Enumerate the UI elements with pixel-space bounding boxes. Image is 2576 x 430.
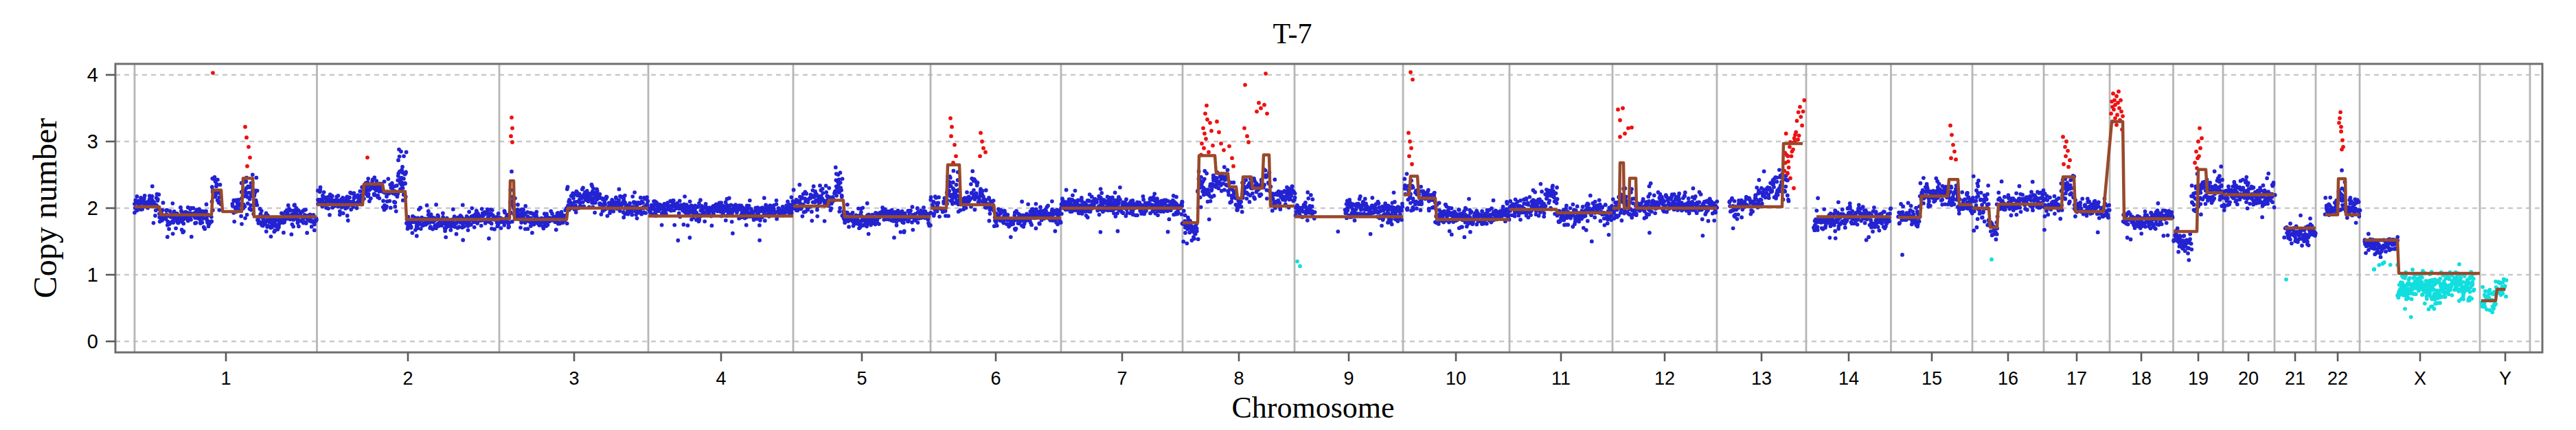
svg-text:20: 20 bbox=[2238, 368, 2259, 389]
svg-text:Copy number: Copy number bbox=[27, 118, 63, 299]
svg-text:1: 1 bbox=[87, 264, 98, 286]
svg-text:6: 6 bbox=[990, 368, 1001, 389]
svg-text:2: 2 bbox=[87, 197, 98, 219]
svg-text:15: 15 bbox=[1922, 368, 1942, 389]
svg-text:8: 8 bbox=[1233, 368, 1244, 389]
svg-text:4: 4 bbox=[716, 368, 726, 389]
svg-text:16: 16 bbox=[1998, 368, 2018, 389]
svg-text:1: 1 bbox=[220, 368, 231, 389]
svg-text:17: 17 bbox=[2066, 368, 2087, 389]
svg-text:21: 21 bbox=[2285, 368, 2305, 389]
svg-text:10: 10 bbox=[1446, 368, 1466, 389]
svg-text:22: 22 bbox=[2327, 368, 2348, 389]
svg-text:18: 18 bbox=[2131, 368, 2152, 389]
svg-text:11: 11 bbox=[1551, 368, 1571, 389]
svg-text:0: 0 bbox=[87, 330, 98, 352]
svg-text:Chromosome: Chromosome bbox=[1231, 391, 1394, 425]
svg-text:5: 5 bbox=[856, 368, 867, 389]
svg-text:3: 3 bbox=[87, 131, 98, 152]
svg-text:3: 3 bbox=[569, 368, 579, 389]
svg-text:7: 7 bbox=[1117, 368, 1127, 389]
svg-text:2: 2 bbox=[402, 368, 413, 389]
svg-text:T-7: T-7 bbox=[1273, 18, 1312, 49]
svg-text:14: 14 bbox=[1838, 368, 1859, 389]
svg-text:12: 12 bbox=[1654, 368, 1675, 389]
svg-text:4: 4 bbox=[87, 64, 98, 86]
svg-text:13: 13 bbox=[1751, 368, 1772, 389]
svg-text:9: 9 bbox=[1343, 368, 1354, 389]
svg-text:X: X bbox=[2414, 368, 2426, 389]
svg-text:19: 19 bbox=[2188, 368, 2209, 389]
svg-text:Y: Y bbox=[2499, 368, 2511, 389]
